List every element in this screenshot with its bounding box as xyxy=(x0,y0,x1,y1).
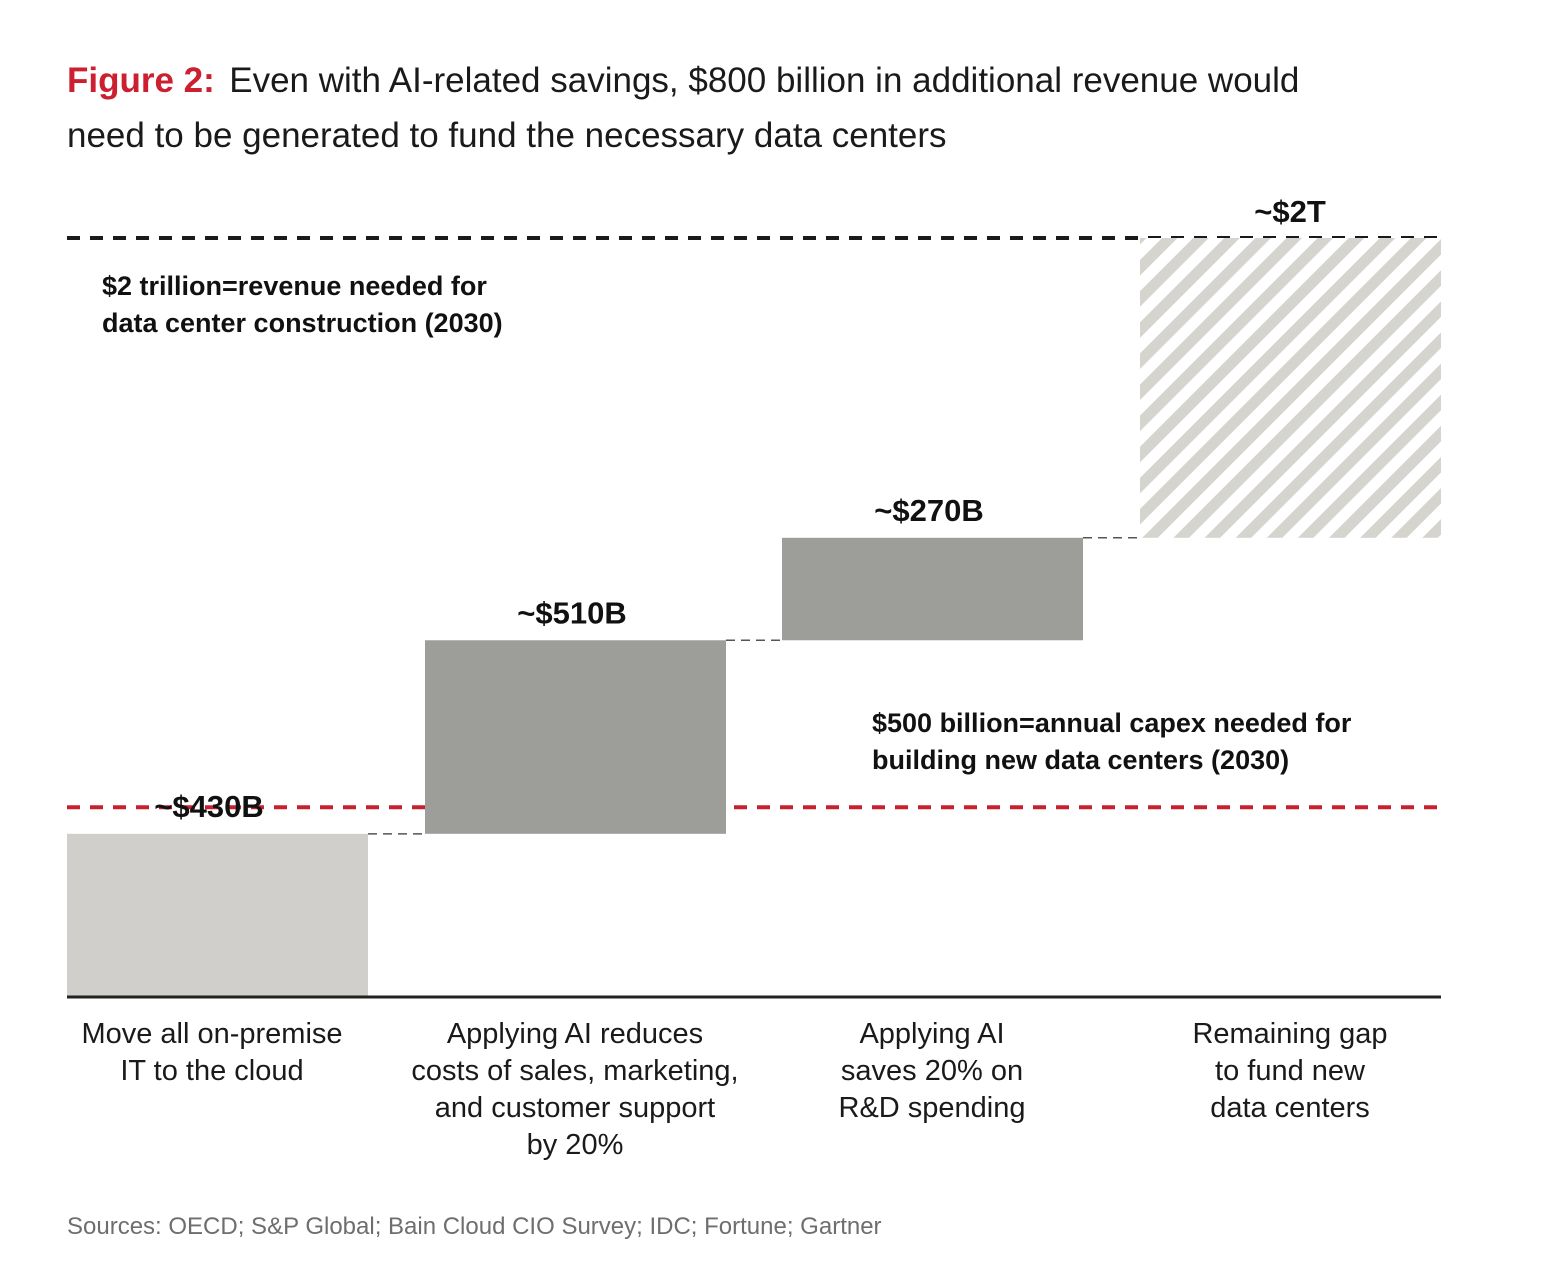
source-note: Sources: OECD; S&P Global; Bain Cloud CI… xyxy=(67,1213,882,1240)
category-label-4-line-3: data centers xyxy=(1210,1092,1370,1124)
title-text-1: Even with AI-related savings, $800 billi… xyxy=(229,61,1299,100)
capex-annotation-line-1: $500 billion=annual capex needed for xyxy=(872,708,1352,738)
value-label-3: ~$270B xyxy=(874,493,983,528)
category-label-1-line-2: IT to the cloud xyxy=(120,1055,303,1087)
capex-annotation-line-2: building new data centers (2030) xyxy=(872,745,1289,775)
chart-title-line-1: Figure 2: Even with AI-related savings, … xyxy=(67,61,1299,100)
chart-title-line-2: need to be generated to fund the necessa… xyxy=(67,116,947,155)
category-label-2-line-4: by 20% xyxy=(527,1129,624,1161)
bars-group xyxy=(67,238,1441,997)
value-label-2: ~$510B xyxy=(517,595,626,630)
connectors-group xyxy=(368,537,1140,835)
category-label-2-line-2: costs of sales, marketing, xyxy=(411,1055,738,1087)
value-labels-group: ~$430B ~$510B ~$270B ~$2T xyxy=(154,194,1326,824)
total-annotation-line-1: $2 trillion=revenue needed for xyxy=(102,271,487,301)
bar-4 xyxy=(1140,238,1441,538)
bar-2 xyxy=(425,640,726,834)
category-labels-group: Move all on-premise IT to the cloud Applyi… xyxy=(81,1018,1387,1161)
category-label-4-line-1: Remaining gap xyxy=(1192,1018,1387,1050)
figure-label: Figure 2: xyxy=(67,61,215,100)
value-label-4: ~$2T xyxy=(1254,194,1326,229)
category-label-4-line-2: to fund new xyxy=(1215,1055,1366,1087)
value-label-1: ~$430B xyxy=(154,789,263,824)
category-label-2-line-3: and customer support xyxy=(435,1092,715,1124)
total-annotation-line-2: data center construction (2030) xyxy=(102,308,503,338)
category-label-3-line-1: Applying AI xyxy=(859,1018,1004,1050)
category-label-3-line-3: R&D spending xyxy=(839,1092,1026,1124)
category-label-2-line-1: Applying AI reduces xyxy=(447,1018,703,1050)
bar-3 xyxy=(782,537,1083,641)
bar-1 xyxy=(67,833,368,997)
category-label-3-line-2: saves 20% on xyxy=(841,1055,1023,1087)
category-label-1-line-1: Move all on-premise xyxy=(81,1018,342,1050)
